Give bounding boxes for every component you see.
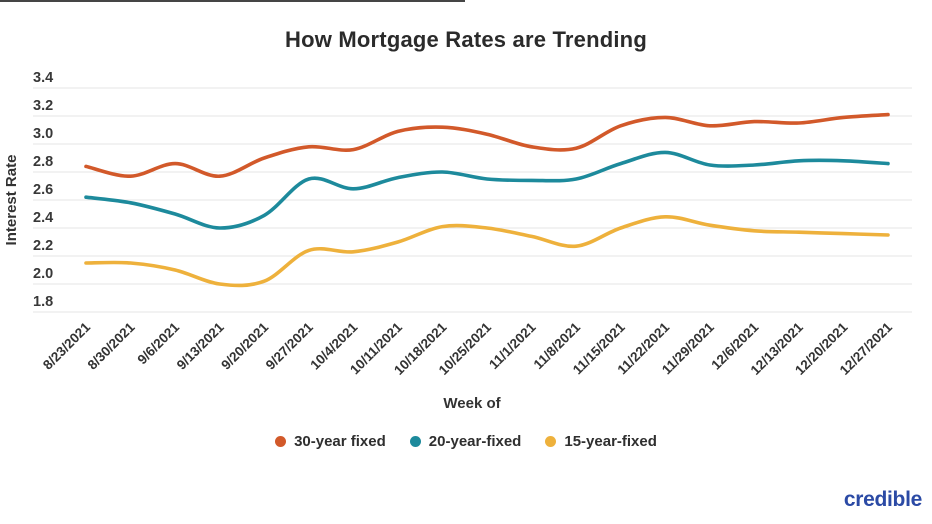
legend-item-30-year-fixed: 30-year fixed — [275, 433, 386, 450]
x-tick-label: 8/30/2021 — [85, 319, 138, 372]
series-line-20-year-fixed — [84, 150, 890, 230]
x-axis-title: Week of — [443, 395, 501, 412]
x-tick-label: 9/13/2021 — [174, 319, 227, 372]
legend-item-20-year-fixed: 20-year-fixed — [409, 433, 522, 450]
legend-swatch-20-year-fixed-icon — [409, 436, 421, 447]
series-line-30-year-fixed — [84, 112, 890, 179]
legend-label-30-year-fixed: 30-year fixed — [294, 433, 386, 450]
x-tick-label: 9/27/2021 — [263, 319, 316, 372]
y-axis-title: Interest Rate — [3, 155, 20, 246]
x-tick-labels: 8/23/20218/30/20219/6/20219/13/20219/20/… — [40, 319, 895, 378]
legend-swatch-30-year-fixed-icon — [275, 436, 287, 447]
legend-item-15-year-fixed: 15-year-fixed — [545, 433, 657, 450]
y-tick-label: 3.2 — [33, 98, 53, 114]
y-tick-label: 2.4 — [33, 210, 53, 226]
y-tick-label: 3.4 — [33, 70, 53, 86]
y-tick-label: 2.0 — [33, 266, 53, 282]
legend-label-20-year-fixed: 20-year-fixed — [428, 433, 522, 450]
x-tick-label: 9/20/2021 — [218, 319, 271, 372]
top-border-line — [0, 0, 465, 2]
x-tick-label: 11/1/2021 — [486, 319, 539, 372]
legend-label-15-year-fixed: 15-year-fixed — [564, 433, 657, 450]
series-lines — [84, 112, 890, 288]
y-tick-label: 2.8 — [33, 154, 53, 170]
chart-title: How Mortgage Rates are Trending — [285, 27, 647, 52]
legend-swatch-15-year-fixed-icon — [545, 436, 557, 447]
y-tick-label: 2.6 — [33, 182, 53, 198]
credible-logo: credible — [843, 488, 922, 511]
chart-legend: 30-year fixed 20-year-fixed 15-year-fixe… — [0, 433, 932, 450]
y-tick-label: 1.8 — [33, 294, 53, 310]
gridlines — [33, 87, 912, 313]
x-tick-label: 8/23/2021 — [40, 319, 93, 372]
y-tick-label: 2.2 — [33, 238, 53, 254]
y-tick-labels: 3.4 3.2 3.0 2.8 2.6 2.4 2.2 2.0 1.8 — [33, 70, 53, 310]
y-tick-label: 3.0 — [33, 126, 53, 142]
series-line-15-year-fixed — [84, 214, 890, 288]
